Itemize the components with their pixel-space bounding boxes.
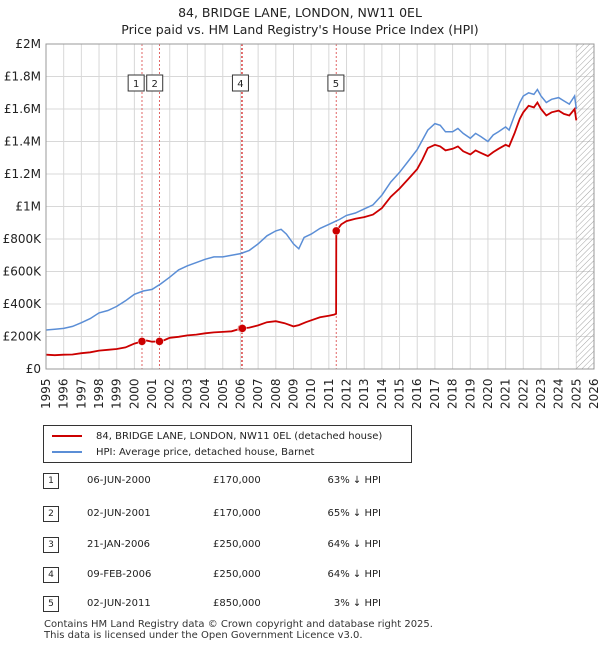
x-tick-label: 2007 <box>251 378 265 409</box>
tx-hpi-diff: 64% ↓ HPI <box>327 569 381 580</box>
x-tick-label: 2006 <box>233 378 247 409</box>
x-tick-label: 2013 <box>357 378 371 409</box>
transaction-label-box <box>327 74 345 92</box>
y-tick-label: £1.2M <box>4 167 41 181</box>
tx-number: 4 <box>43 567 59 583</box>
plot-frame <box>45 43 595 370</box>
tx-number: 3 <box>43 537 59 553</box>
x-tick-label: 2018 <box>446 378 460 409</box>
transaction-point <box>332 226 341 236</box>
y-tick-label: £1.8M <box>4 70 41 84</box>
table-row: 3 21-JAN-2006 £250,000 64% ↓ HPI <box>43 537 463 555</box>
legend-label-property: 84, BRIDGE LANE, LONDON, NW11 0EL (detac… <box>96 430 383 442</box>
tx-price: £250,000 <box>213 539 261 550</box>
footer-copyright: Contains HM Land Registry data © Crown c… <box>44 619 433 630</box>
tx-date: 09-FEB-2006 <box>87 569 152 580</box>
x-tick-label: 2021 <box>499 378 513 409</box>
x-tick-label: 2009 <box>286 378 300 409</box>
x-tick-label: 2001 <box>145 378 159 409</box>
x-tick-label: 2010 <box>304 378 318 409</box>
x-tick-label: 1998 <box>92 378 106 409</box>
x-tick-label: 2004 <box>198 378 212 409</box>
tx-date: 21-JAN-2006 <box>87 539 151 550</box>
y-tick-label: £800K <box>3 232 43 246</box>
transaction-label-box <box>231 74 249 92</box>
y-tick-label: £1.6M <box>4 102 41 116</box>
y-tick-label: £1M <box>15 200 41 214</box>
chart-title: 84, BRIDGE LANE, LONDON, NW11 0EL <box>178 5 422 20</box>
x-tick-label: 1996 <box>57 378 71 409</box>
tx-price: £850,000 <box>213 598 261 609</box>
forecast-hatch-region <box>576 44 594 369</box>
x-tick-label: 2005 <box>216 378 230 409</box>
x-tick-label: 2023 <box>534 378 548 409</box>
y-tick-label: £1.4M <box>4 135 41 149</box>
legend-swatch-property <box>52 435 82 437</box>
footer: Contains HM Land Registry data © Crown c… <box>44 619 433 641</box>
tx-date: 06-JUN-2000 <box>87 475 151 486</box>
x-tick-label: 2017 <box>428 378 442 409</box>
x-tick-label: 2012 <box>340 378 354 409</box>
tx-hpi-diff: 65% ↓ HPI <box>327 508 381 519</box>
transaction-label-box <box>146 74 164 92</box>
y-tick-label: £200K <box>3 330 43 344</box>
x-tick-label: 1995 <box>39 378 53 409</box>
x-tick-label: 2003 <box>180 378 194 409</box>
transaction-label-text: 5 <box>333 79 339 90</box>
x-tick-label: 2025 <box>569 378 583 409</box>
legend-swatch-hpi <box>52 451 82 453</box>
tx-number: 5 <box>43 596 59 612</box>
x-tick-label: 2011 <box>322 378 336 409</box>
tx-price: £250,000 <box>213 569 261 580</box>
tx-price: £170,000 <box>213 475 261 486</box>
transaction-point <box>155 337 164 346</box>
transaction-label-box <box>127 74 145 92</box>
tx-hpi-diff: 64% ↓ HPI <box>327 539 381 550</box>
transaction-label-text: 2 <box>152 79 158 90</box>
tx-date: 02-JUN-2001 <box>87 508 151 519</box>
tx-price: £170,000 <box>213 508 261 519</box>
legend-label-hpi: HPI: Average price, detached house, Barn… <box>96 446 315 458</box>
x-tick-label: 2026 <box>587 378 600 409</box>
x-tick-label: 2008 <box>269 378 283 409</box>
x-tick-label: 1997 <box>74 378 88 409</box>
transaction-point <box>137 337 147 346</box>
x-tick-label: 2002 <box>163 378 177 409</box>
table-row: 5 02-JUN-2011 £850,000 3% ↓ HPI <box>43 596 463 614</box>
y-tick-label: £600K <box>3 265 43 279</box>
tx-number: 2 <box>43 506 59 522</box>
x-tick-label: 2016 <box>410 378 424 409</box>
price-chart: 1 2 4 5 £0 £200K £400K £600K £800K £1M £1.2M £1.4M £… <box>3 37 600 409</box>
y-tick-label: £0 <box>26 362 41 376</box>
tx-hpi-diff: 3% ↓ HPI <box>333 598 381 609</box>
x-tick-label: 2014 <box>375 378 389 409</box>
transaction-label-text: 4 <box>237 79 243 90</box>
legend-item-hpi: HPI: Average price, detached house, Barn… <box>52 445 314 459</box>
chart-subtitle: Price paid vs. HM Land Registry's House … <box>121 22 479 37</box>
tx-hpi-diff: 63% ↓ HPI <box>327 475 381 486</box>
x-tick-label: 2015 <box>393 378 407 409</box>
table-row: 2 02-JUN-2001 £170,000 65% ↓ HPI <box>43 506 463 524</box>
hpi-series-line <box>46 88 578 331</box>
y-tick-label: £2M <box>15 37 41 51</box>
x-tick-label: 2019 <box>463 378 477 409</box>
x-tick-label: 2000 <box>127 378 141 409</box>
table-row: 4 09-FEB-2006 £250,000 64% ↓ HPI <box>43 567 463 585</box>
chart-legend: 84, BRIDGE LANE, LONDON, NW11 0EL (detac… <box>43 425 412 463</box>
table-row: 1 06-JUN-2000 £170,000 63% ↓ HPI <box>43 473 463 491</box>
tx-number: 1 <box>43 473 59 489</box>
y-tick-label: £400K <box>3 297 43 311</box>
footer-licence: This data is licensed under the Open Gov… <box>44 630 363 641</box>
transaction-point <box>238 324 247 333</box>
tx-date: 02-JUN-2011 <box>87 598 151 609</box>
x-tick-label: 1999 <box>110 378 124 409</box>
x-tick-label: 2020 <box>481 378 495 409</box>
legend-item-property: 84, BRIDGE LANE, LONDON, NW11 0EL (detac… <box>52 429 382 443</box>
x-tick-label: 2024 <box>552 378 566 409</box>
x-tick-label: 2022 <box>516 378 530 409</box>
transaction-label-text: 1 <box>133 79 139 90</box>
